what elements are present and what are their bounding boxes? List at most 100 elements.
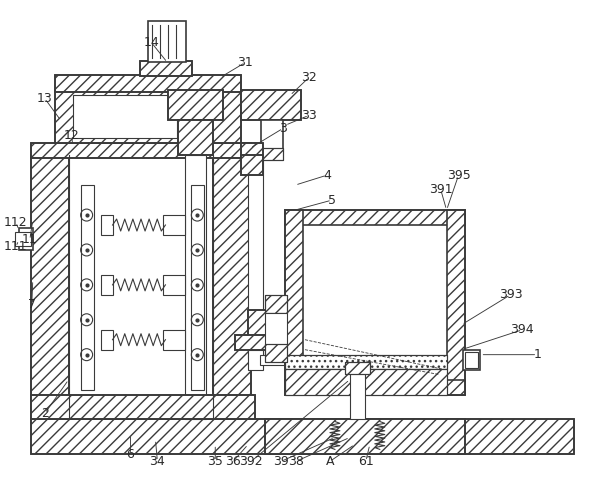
Bar	[191, 185, 204, 389]
Text: 33: 33	[301, 109, 317, 122]
Bar	[55, 76, 241, 92]
Text: 394: 394	[510, 323, 534, 336]
Bar	[261, 148, 283, 160]
Text: 393: 393	[499, 288, 522, 301]
Bar	[265, 344, 287, 362]
Bar	[178, 120, 213, 155]
Text: 1: 1	[533, 348, 541, 361]
Bar	[265, 344, 287, 362]
Bar	[55, 76, 241, 92]
Bar	[285, 379, 465, 395]
Bar	[31, 420, 574, 455]
Bar	[31, 395, 255, 420]
Bar	[241, 143, 263, 158]
Text: 112: 112	[4, 216, 28, 228]
Bar	[141, 60, 192, 77]
Bar	[241, 143, 263, 158]
Bar	[31, 143, 251, 158]
Bar	[303, 225, 447, 379]
Bar	[285, 369, 447, 395]
Text: 14: 14	[144, 36, 159, 49]
Bar	[285, 354, 447, 369]
Bar	[31, 155, 68, 420]
Text: 13: 13	[37, 92, 53, 105]
Text: 391: 391	[429, 182, 453, 195]
Bar	[265, 313, 287, 345]
Text: 31: 31	[238, 56, 253, 69]
Bar	[31, 143, 251, 158]
Bar	[260, 354, 290, 365]
Bar	[265, 295, 287, 313]
Bar	[164, 330, 185, 350]
Bar	[465, 352, 479, 367]
Bar	[241, 91, 301, 120]
Bar	[350, 370, 365, 420]
Text: 4: 4	[323, 169, 331, 182]
Text: 3: 3	[279, 122, 287, 135]
Bar	[73, 95, 178, 138]
Bar	[261, 120, 283, 150]
Bar	[101, 215, 113, 235]
Bar	[265, 295, 287, 313]
Bar	[345, 362, 370, 374]
Bar	[248, 310, 270, 340]
Bar	[164, 215, 185, 235]
Bar	[31, 155, 68, 420]
Bar	[235, 335, 271, 350]
Bar	[248, 310, 270, 340]
Bar	[68, 155, 213, 420]
Text: 39: 39	[273, 455, 289, 468]
Bar	[241, 155, 263, 175]
Bar	[241, 155, 263, 175]
Text: 34: 34	[150, 455, 165, 468]
Bar	[31, 420, 574, 455]
Bar	[178, 120, 213, 155]
Bar	[285, 210, 465, 225]
Bar	[19, 228, 33, 250]
Bar	[213, 155, 251, 420]
Bar	[101, 330, 113, 350]
Text: 7: 7	[28, 298, 36, 311]
Bar	[265, 420, 465, 455]
Bar	[265, 420, 465, 455]
Bar	[248, 158, 263, 358]
Bar	[285, 210, 303, 395]
Bar	[164, 275, 185, 295]
Bar	[285, 210, 465, 395]
Text: 392: 392	[239, 455, 263, 468]
Text: A: A	[325, 455, 334, 468]
Bar	[213, 155, 251, 420]
Text: 32: 32	[301, 71, 317, 84]
Text: 5: 5	[328, 194, 336, 206]
Bar	[168, 91, 223, 120]
Bar	[447, 210, 465, 395]
Bar	[55, 91, 241, 143]
Bar	[285, 369, 447, 395]
Text: 36: 36	[225, 455, 241, 468]
Text: 6: 6	[127, 448, 135, 461]
Bar	[241, 91, 301, 120]
Text: 12: 12	[64, 129, 79, 142]
Bar	[185, 155, 206, 420]
Bar	[235, 335, 271, 350]
Text: 11: 11	[22, 233, 38, 247]
Bar	[148, 21, 186, 61]
Text: 35: 35	[207, 455, 223, 468]
Bar	[261, 148, 283, 160]
Text: 61: 61	[358, 455, 374, 468]
Bar	[462, 350, 481, 370]
Text: 395: 395	[447, 169, 470, 182]
Bar	[141, 60, 192, 77]
Bar	[15, 232, 31, 246]
Text: 111: 111	[4, 240, 28, 253]
Bar	[285, 354, 447, 369]
Bar	[101, 275, 113, 295]
Bar	[81, 185, 93, 389]
Bar	[31, 395, 255, 420]
Bar	[168, 91, 223, 120]
Bar	[248, 350, 263, 370]
Bar	[345, 362, 370, 374]
Text: 2: 2	[41, 407, 48, 420]
Bar	[55, 91, 241, 143]
Text: 38: 38	[288, 455, 304, 468]
